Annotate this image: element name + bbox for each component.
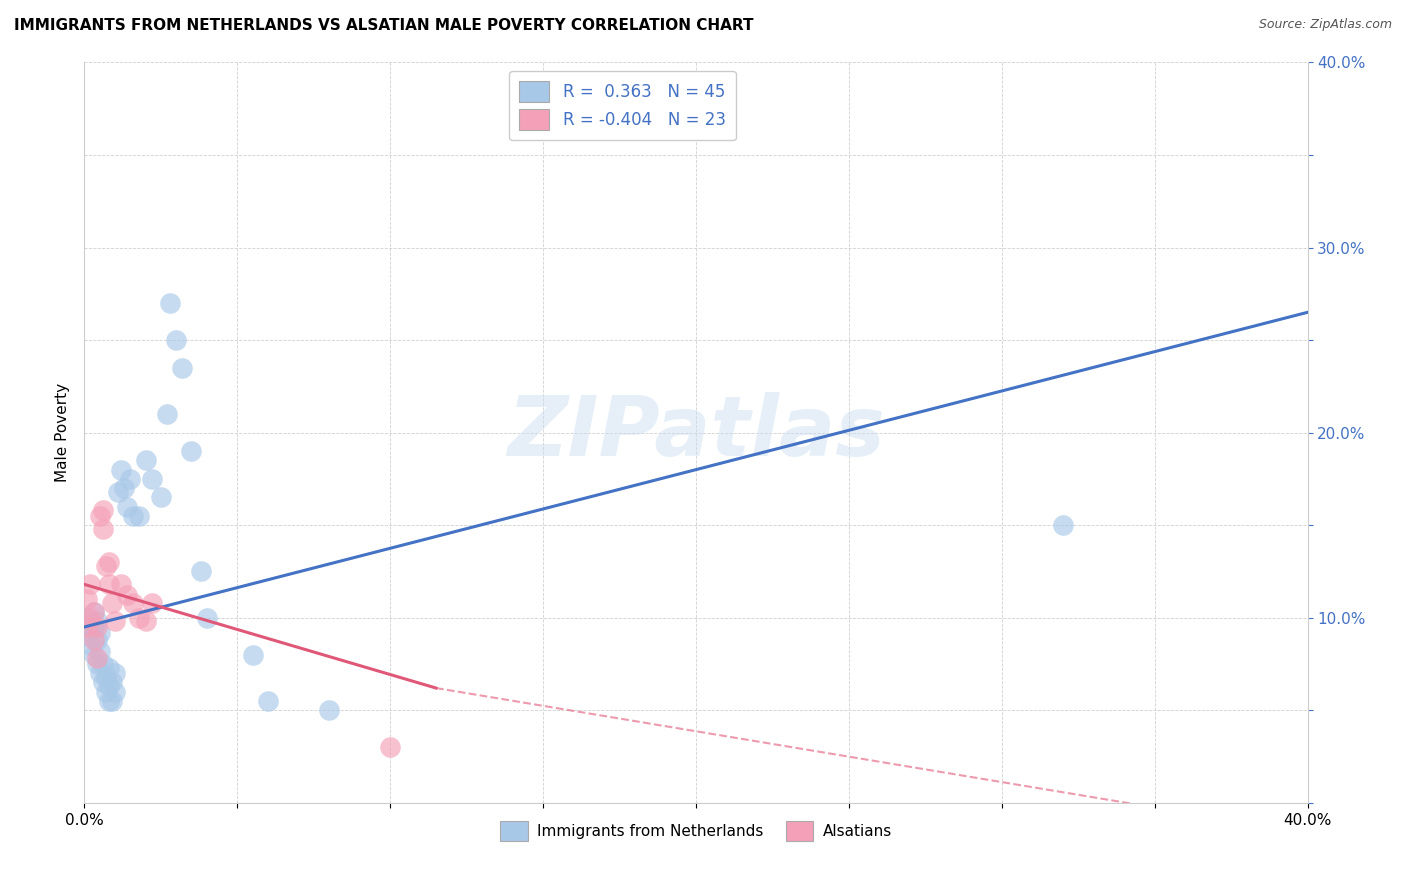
Point (104, 615, 127, 629)
Point (122, 508, 145, 523)
Text: Source: ZipAtlas.com: Source: ZipAtlas.com (1258, 18, 1392, 31)
Point (94, 670, 117, 684)
Point (104, 666, 127, 681)
Point (94, 558, 117, 573)
Point (91, 657, 114, 671)
Point (86, 651, 108, 665)
Text: ZIPatlas: ZIPatlas (508, 392, 884, 473)
Point (156, 407, 179, 421)
Point (122, 596, 145, 610)
Point (107, 484, 129, 499)
Point (86, 620, 108, 634)
Point (97, 577, 120, 591)
Point (110, 577, 132, 591)
Point (79, 610, 101, 624)
Point (83, 632, 105, 647)
Legend: Immigrants from Netherlands, Alsatians: Immigrants from Netherlands, Alsatians (494, 815, 898, 847)
Point (83, 605, 105, 619)
Point (86, 632, 108, 647)
Text: IMMIGRANTS FROM NETHERLANDS VS ALSATIAN MALE POVERTY CORRELATION CHART: IMMIGRANTS FROM NETHERLANDS VS ALSATIAN … (14, 18, 754, 33)
Point (79, 577, 101, 591)
Point (101, 694, 124, 708)
Point (159, 296, 181, 310)
Point (83, 620, 105, 634)
Point (104, 685, 127, 699)
Point (180, 444, 202, 458)
Point (190, 565, 212, 579)
Point (89, 625, 111, 640)
Point (149, 491, 172, 505)
Point (380, 740, 402, 755)
Point (76, 592, 98, 607)
Point (135, 615, 157, 629)
Point (97, 694, 120, 708)
Point (115, 500, 138, 514)
Point (128, 508, 150, 523)
Point (97, 661, 120, 675)
Point (94, 685, 117, 699)
Point (76, 610, 98, 624)
Point (135, 453, 157, 467)
Point (165, 333, 187, 347)
Point (91, 522, 114, 536)
Point (76, 629, 98, 643)
Point (1052, 518, 1074, 533)
Y-axis label: Male Poverty: Male Poverty (55, 383, 70, 483)
Point (318, 703, 340, 717)
Point (141, 472, 163, 486)
Point (101, 675, 124, 690)
Point (97, 555, 120, 569)
Point (141, 596, 163, 610)
Point (115, 589, 138, 603)
Point (86, 615, 108, 629)
Point (79, 620, 101, 634)
Point (76, 620, 98, 634)
Point (79, 639, 101, 653)
Point (83, 648, 105, 662)
Point (83, 605, 105, 619)
Point (89, 508, 111, 523)
Point (195, 610, 218, 624)
Point (86, 657, 108, 671)
Point (128, 610, 150, 624)
Point (97, 679, 120, 693)
Point (112, 481, 135, 495)
Point (172, 360, 194, 375)
Point (91, 503, 114, 517)
Point (91, 675, 114, 690)
Point (120, 472, 142, 486)
Point (257, 694, 280, 708)
Point (101, 596, 124, 610)
Point (242, 648, 264, 662)
Point (110, 462, 132, 476)
Point (89, 644, 111, 658)
Point (89, 666, 111, 681)
